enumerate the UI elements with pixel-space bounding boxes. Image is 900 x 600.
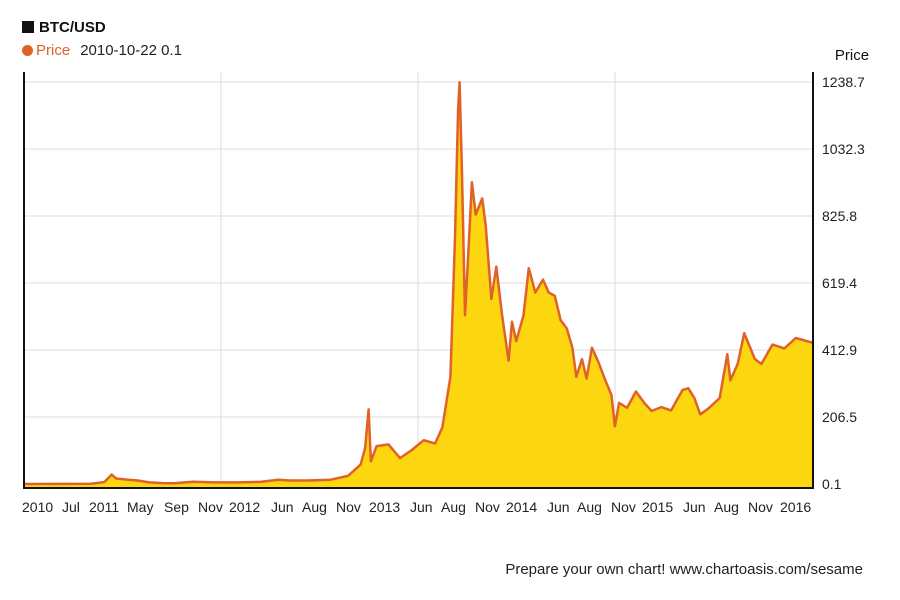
x-tick-label: 2015 [642, 499, 673, 515]
legend-dot-icon [22, 45, 33, 56]
x-tick-label: 2014 [506, 499, 537, 515]
y-tick-label: 206.5 [822, 409, 857, 425]
x-tick-label: Nov [336, 499, 361, 515]
y-tick-label: 825.8 [822, 208, 857, 224]
x-tick-label: Sep [164, 499, 189, 515]
x-tick-labels: 2010 Jul 2011 May Sep Nov 2012 Jun Aug Nov 2013 Jun… [22, 499, 811, 515]
chart-title: BTC/USD [22, 19, 106, 36]
legend-readout-date: 2010-10-22 [80, 42, 157, 59]
x-tick-label: Nov [611, 499, 636, 515]
axes [23, 72, 814, 489]
chart-title-text: BTC/USD [39, 19, 106, 36]
title-square-icon [22, 21, 34, 33]
x-tick-label: Aug [577, 499, 602, 515]
legend[interactable]: Price 2010-10-22 0.1 [22, 42, 182, 59]
x-tick-label: Jun [683, 499, 706, 515]
x-tick-label: Jun [410, 499, 433, 515]
y-tick-label: 0.1 [822, 476, 842, 492]
y-tick-label: 619.4 [822, 275, 857, 291]
x-tick-label: Jul [62, 499, 80, 515]
y-tick-label: 1032.3 [822, 141, 865, 157]
x-tick-label: 2012 [229, 499, 260, 515]
y-tick-labels: 0.1 206.5 412.9 619.4 825.8 1032.3 1238.7 [822, 74, 865, 492]
x-tick-label: 2016 [780, 499, 811, 515]
x-tick-label: Aug [302, 499, 327, 515]
x-tick-label: Nov [748, 499, 773, 515]
x-tick-label: Aug [441, 499, 466, 515]
price-series-line [23, 80, 814, 486]
y-tick-label: 412.9 [822, 342, 857, 358]
x-tick-label: Jun [271, 499, 294, 515]
price-area-fill [24, 82, 813, 488]
x-tick-label: May [127, 499, 153, 515]
x-tick-label: Jun [547, 499, 570, 515]
x-tick-label: 2010 [22, 499, 53, 515]
x-tick-label: Aug [714, 499, 739, 515]
x-tick-label: Nov [198, 499, 223, 515]
x-tick-label: 2013 [369, 499, 400, 515]
legend-readout-value: 0.1 [161, 42, 182, 59]
legend-series-name: Price [36, 42, 71, 59]
x-tick-label: Nov [475, 499, 500, 515]
y-tick-label: 1238.7 [822, 74, 865, 90]
y-axis-title: Price [835, 47, 869, 64]
footer-note: Prepare your own chart! www.chartoasis.c… [505, 561, 863, 578]
x-tick-label: 2011 [89, 499, 119, 515]
